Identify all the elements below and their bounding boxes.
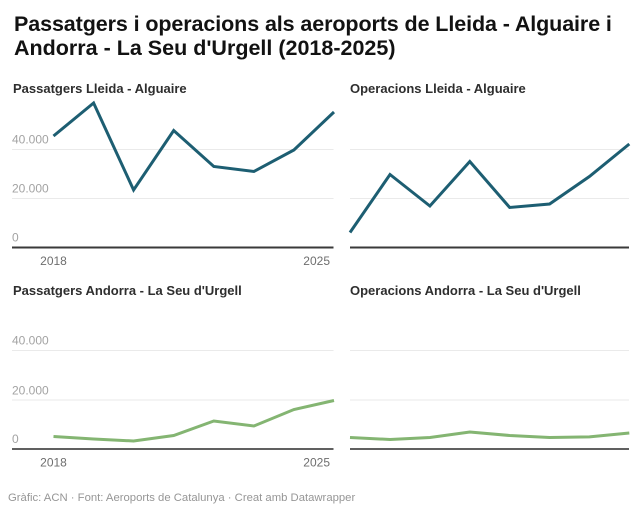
svg-text:2018: 2018	[40, 254, 67, 268]
svg-text:40.000: 40.000	[12, 133, 49, 147]
svg-text:20.000: 20.000	[12, 182, 49, 196]
svg-text:Andorra - La Seu d'Urgell (201: Andorra - La Seu d'Urgell (2018-2025)	[14, 36, 395, 60]
svg-text:Operacions Lleida - Alguaire: Operacions Lleida - Alguaire	[350, 81, 526, 96]
svg-text:20.000: 20.000	[12, 384, 49, 398]
svg-text:0: 0	[12, 432, 19, 446]
svg-text:Gràfic: ACN · Font: Aeroports: Gràfic: ACN · Font: Aeroports de Catalun…	[8, 492, 355, 504]
svg-text:2025: 2025	[303, 456, 330, 470]
svg-text:Passatgers Andorra - La Seu d': Passatgers Andorra - La Seu d'Urgell	[13, 283, 242, 298]
svg-text:2018: 2018	[40, 456, 67, 470]
svg-text:Operacions Andorra - La Seu d': Operacions Andorra - La Seu d'Urgell	[350, 283, 581, 298]
svg-text:2025: 2025	[303, 254, 330, 268]
svg-text:0: 0	[12, 231, 19, 245]
svg-text:Passatgers Lleida - Alguaire: Passatgers Lleida - Alguaire	[13, 81, 187, 96]
svg-text:Passatgers i operacions als ae: Passatgers i operacions als aeroports de…	[14, 12, 612, 36]
svg-text:40.000: 40.000	[12, 334, 49, 348]
